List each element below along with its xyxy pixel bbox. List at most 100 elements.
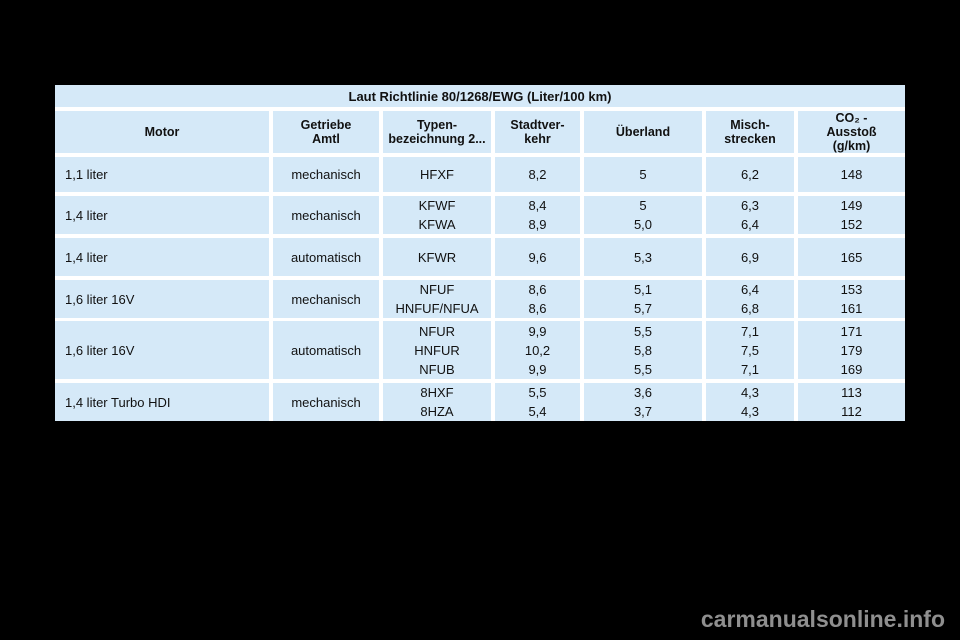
motor-cell: 1,1 liter (55, 157, 269, 192)
co2-cell: 113 112 (798, 383, 905, 421)
stadtverkehr-cell: 8,2 (495, 157, 580, 192)
ueberland-value: 5,5 (633, 361, 653, 377)
fuel-consumption-table: Laut Richtlinie 80/1268/EWG (Liter/100 k… (55, 85, 905, 421)
typ-value: KFWR (417, 249, 457, 265)
getriebe-cell: mechanisch (273, 383, 379, 421)
motor-cell: 1,6 liter 16V (55, 321, 269, 379)
header-getriebe: Getriebe Amtl (273, 111, 379, 153)
ueberland-value: 5,8 (633, 342, 653, 358)
header-stadtverkehr: Stadtver- kehr (495, 111, 580, 153)
mischstrecken-cell: 7,1 7,5 7,1 (706, 321, 794, 379)
stadtverkehr-value: 8,9 (528, 217, 547, 232)
table-row: 1,4 liter automatisch KFWR 9,6 5,3 6,9 1… (55, 238, 905, 276)
getriebe-cell: mechanisch (273, 196, 379, 234)
motor-cell: 1,4 liter (55, 238, 269, 276)
co2-cell: 153 161 (798, 280, 905, 318)
typ-value: HNFUR (414, 342, 460, 358)
mischstrecken-value: 6,9 (740, 249, 760, 265)
table-row: 1,4 liter mechanisch KFWF KFWA 8,4 8,9 5… (55, 196, 905, 234)
getriebe-cell: automatisch (273, 321, 379, 379)
getriebe-cell: mechanisch (273, 280, 379, 318)
header-ueberland: Überland (584, 111, 702, 153)
co2-value: 149 (840, 198, 863, 213)
watermark: carmanualsonline.info (700, 606, 945, 632)
mischstrecken-cell: 6,3 6,4 (706, 196, 794, 234)
table-row: 1,1 liter mechanisch HFXF 8,2 5 6,2 148 (55, 157, 905, 192)
header-motor: Motor (55, 111, 269, 153)
ueberland-cell: 5 5,0 (584, 196, 702, 234)
typ-value: KFWF (418, 198, 456, 213)
co2-value: 179 (840, 342, 863, 358)
getriebe-cell: mechanisch (273, 157, 379, 192)
table-header-row: Motor Getriebe Amtl Typen- bezeichnung 2… (55, 111, 905, 153)
co2-value: 148 (840, 167, 863, 182)
co2-value: 112 (841, 404, 862, 419)
stadtverkehr-value: 5,5 (528, 385, 547, 400)
typ-value: HFXF (420, 167, 454, 182)
co2-value: 169 (840, 361, 863, 377)
typ-cell: NFUR HNFUR NFUB (383, 321, 491, 379)
ueberland-value: 5,5 (633, 323, 653, 339)
co2-value: 171 (840, 323, 863, 339)
typ-value: 8HXF (420, 385, 454, 400)
mischstrecken-value: 6,3 (740, 198, 760, 213)
typ-value: NFUR (418, 323, 456, 339)
co2-value: 113 (841, 385, 862, 400)
mischstrecken-value: 6,4 (740, 217, 760, 232)
stadtverkehr-value: 8,6 (528, 301, 547, 316)
stadtverkehr-value: 8,4 (528, 198, 547, 213)
mischstrecken-value: 4,3 (740, 385, 760, 400)
ueberland-value: 3,6 (633, 385, 653, 400)
motor-cell: 1,6 liter 16V (55, 280, 269, 318)
stadtverkehr-value: 5,4 (528, 404, 547, 419)
typ-cell: NFUF HNFUF/NFUA (383, 280, 491, 318)
mischstrecken-cell: 6,2 (706, 157, 794, 192)
mischstrecken-value: 7,5 (740, 342, 760, 358)
typ-cell: HFXF (383, 157, 491, 192)
header-mischstrecken: Misch- strecken (706, 111, 794, 153)
ueberland-value: 3,7 (633, 404, 653, 419)
stadtverkehr-value: 10,2 (524, 342, 551, 358)
mischstrecken-value: 7,1 (740, 361, 760, 377)
mischstrecken-value: 7,1 (740, 323, 760, 339)
co2-cell: 171 179 169 (798, 321, 905, 379)
mischstrecken-value: 6,8 (740, 301, 760, 316)
mischstrecken-value: 4,3 (740, 404, 760, 419)
header-typenbezeichnung: Typen- bezeichnung 2... (383, 111, 491, 153)
mischstrecken-cell: 6,4 6,8 (706, 280, 794, 318)
ueberland-cell: 5,3 (584, 238, 702, 276)
mischstrecken-value: 6,2 (740, 167, 760, 182)
stadtverkehr-value: 9,9 (528, 323, 547, 339)
co2-cell: 149 152 (798, 196, 905, 234)
motor-cell: 1,4 liter Turbo HDI (55, 383, 269, 421)
ueberland-value: 5 (639, 198, 647, 213)
getriebe-cell: automatisch (273, 238, 379, 276)
stadtverkehr-cell: 8,4 8,9 (495, 196, 580, 234)
typ-cell: KFWR (383, 238, 491, 276)
ueberland-cell: 3,6 3,7 (584, 383, 702, 421)
typ-value: NFUF (419, 282, 455, 297)
table-title-row: Laut Richtlinie 80/1268/EWG (Liter/100 k… (55, 85, 905, 107)
co2-cell: 165 (798, 238, 905, 276)
table-row: 1,6 liter 16V mechanisch NFUF HNFUF/NFUA… (55, 280, 905, 318)
stadtverkehr-cell: 9,6 (495, 238, 580, 276)
stadtverkehr-value: 9,6 (528, 249, 547, 265)
co2-value: 153 (840, 282, 863, 297)
co2-cell: 148 (798, 157, 905, 192)
co2-value: 152 (840, 217, 863, 232)
header-co2: CO₂ - Ausstoß (g/km) (798, 111, 905, 153)
typ-value: 8HZA (420, 404, 454, 419)
stadtverkehr-value: 8,2 (528, 167, 547, 182)
ueberland-value: 5,0 (633, 217, 653, 232)
typ-value: KFWA (418, 217, 456, 232)
co2-value: 165 (840, 249, 863, 265)
stadtverkehr-cell: 8,6 8,6 (495, 280, 580, 318)
ueberland-value: 5 (639, 167, 647, 182)
stadtverkehr-value: 8,6 (528, 282, 547, 297)
ueberland-value: 5,1 (633, 282, 653, 297)
mischstrecken-cell: 4,3 4,3 (706, 383, 794, 421)
ueberland-cell: 5 (584, 157, 702, 192)
ueberland-value: 5,7 (633, 301, 653, 316)
mischstrecken-value: 6,4 (740, 282, 760, 297)
